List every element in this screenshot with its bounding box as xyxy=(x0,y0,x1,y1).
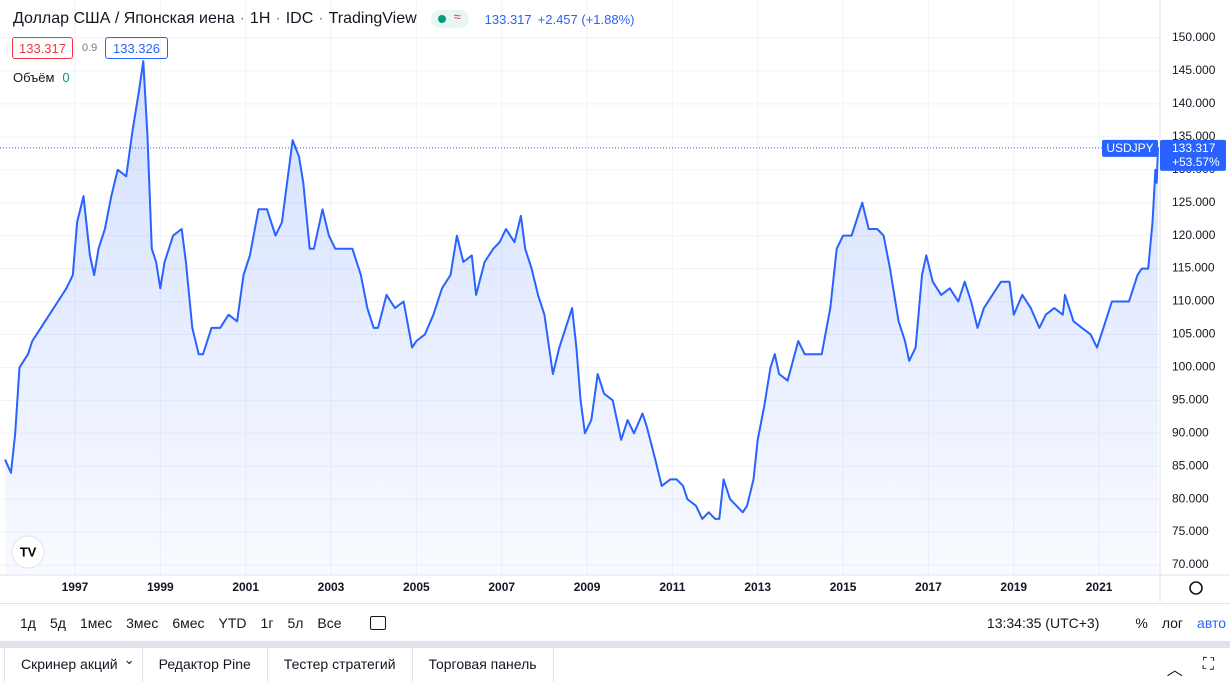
volume-label: Объём xyxy=(13,70,55,85)
y-tick-label: 95.000 xyxy=(1172,392,1209,406)
brand: TradingView xyxy=(313,10,417,28)
x-tick-label: 2021 xyxy=(1086,580,1113,594)
y-tick-label: 75.000 xyxy=(1172,524,1209,538)
symbol-badge xyxy=(1102,139,1158,157)
x-tick-label: 2015 xyxy=(830,580,857,594)
x-tick-label: 2007 xyxy=(488,580,515,594)
range-button[interactable]: 5д xyxy=(49,614,66,631)
range-button[interactable]: 1д xyxy=(20,614,36,631)
panel-tab[interactable]: Тестер стратегий xyxy=(268,648,413,682)
brand-text: TradingView xyxy=(328,10,417,27)
x-tick-label: 2013 xyxy=(744,580,771,594)
y-tick-label: 135.000 xyxy=(1172,129,1216,143)
range-button[interactable]: YTD xyxy=(218,614,247,631)
x-tick-label: 2017 xyxy=(915,580,942,594)
ask-button[interactable]: 133.326 xyxy=(105,37,168,59)
y-tick-label: 115.000 xyxy=(1172,261,1215,275)
price-badge xyxy=(1160,139,1226,171)
price-line xyxy=(4,60,1159,520)
panel-tab[interactable]: Редактор Pine xyxy=(143,648,268,682)
y-tick-label: 90.000 xyxy=(1172,425,1209,439)
chart: 70.000 75.000 80.000 85.000 90.000 95.000 100.… xyxy=(0,0,1230,602)
bottom-toolbar: 1д 5д 1мес 3мес 6мес YTD 1г 5л Все 13:34:35 (UTC… xyxy=(0,603,1230,641)
interval-text: 1Н xyxy=(249,10,271,27)
panel-separator xyxy=(0,641,1230,648)
date-range-button[interactable] xyxy=(369,615,386,630)
x-tick-label: 2005 xyxy=(403,580,430,594)
x-tick-label: 1999 xyxy=(147,580,174,594)
price-badge-change: +53.57% xyxy=(1172,155,1220,169)
y-tick-label: 140.000 xyxy=(1172,96,1216,110)
header: Доллар США / Японская иена 1Н IDC Tradin… xyxy=(13,9,635,28)
range-button[interactable]: Все xyxy=(317,614,342,631)
settings-icon[interactable] xyxy=(1189,581,1203,595)
range-button[interactable]: 1мес xyxy=(79,614,113,631)
y-tick-label: 105.000 xyxy=(1172,327,1216,341)
range-button[interactable]: 6мес xyxy=(172,614,205,631)
y-tick-label: 125.000 xyxy=(1172,195,1216,209)
x-tick-label: 1997 xyxy=(62,580,89,594)
y-tick-label: 70.000 xyxy=(1172,557,1209,571)
tv-logo-mark: TV xyxy=(20,544,37,559)
panel-tab[interactable]: Торговая панель xyxy=(413,648,554,682)
y-tick-label: 145.000 xyxy=(1172,63,1216,77)
volume-value: 0 xyxy=(62,70,70,85)
interval: 1Н xyxy=(235,10,271,28)
spread: 0.9 xyxy=(82,42,98,54)
toolbar-right: 13:34:35 (UTC+3) % лог авто xyxy=(987,604,1230,641)
symbol-title: Доллар США / Японская иена xyxy=(13,10,235,27)
last-price: 133.317 xyxy=(484,11,532,27)
volume-legend: Объём 0 xyxy=(13,70,70,85)
maximize-icon[interactable]: ⛶ xyxy=(1202,656,1214,673)
clock: 13:34:35 (UTC+3) xyxy=(986,614,1100,631)
range-button[interactable]: 5л xyxy=(287,614,304,631)
price-badge-price: 133.317 xyxy=(1172,141,1216,155)
collapse-icon[interactable]: ︿ xyxy=(1166,662,1183,679)
panel-tab[interactable]: Скринер акций xyxy=(5,644,143,682)
y-tick-label: 100.000 xyxy=(1172,360,1216,374)
y-tick-label: 150.000 xyxy=(1172,30,1216,44)
percent-toggle[interactable]: % xyxy=(1135,614,1148,631)
x-tick-label: 2019 xyxy=(1000,580,1027,594)
range-button[interactable]: 3мес xyxy=(126,614,159,631)
source-text: IDC xyxy=(285,10,314,27)
y-tick-label: 120.000 xyxy=(1172,228,1216,242)
range-buttons: 1д 5д 1мес 3мес 6мес YTD 1г 5л Все xyxy=(20,615,356,631)
x-tick-label: 2009 xyxy=(574,580,601,594)
log-toggle[interactable]: лог xyxy=(1161,614,1184,631)
panel-icons: ︿ ⛶ xyxy=(1167,656,1214,680)
x-tick-label: 2011 xyxy=(659,580,685,594)
x-tick-label: 2001 xyxy=(232,580,259,594)
range-button[interactable]: 1г xyxy=(260,614,274,631)
area-fill xyxy=(5,61,1158,576)
y-tick-label: 110.000 xyxy=(1172,294,1215,308)
source: IDC xyxy=(270,10,314,28)
y-tick-label: 85.000 xyxy=(1172,458,1209,472)
tv-logo[interactable] xyxy=(11,535,45,569)
auto-toggle[interactable]: авто xyxy=(1197,614,1226,631)
y-tick-label: 80.000 xyxy=(1172,491,1209,505)
market-status[interactable] xyxy=(430,9,469,28)
price-change: +2.457 (+1.88%) xyxy=(537,11,635,27)
symbol-badge-text: USDJPY xyxy=(1106,141,1153,155)
bid-button[interactable]: 133.317 xyxy=(12,37,73,59)
x-tick-label: 2003 xyxy=(318,580,345,594)
